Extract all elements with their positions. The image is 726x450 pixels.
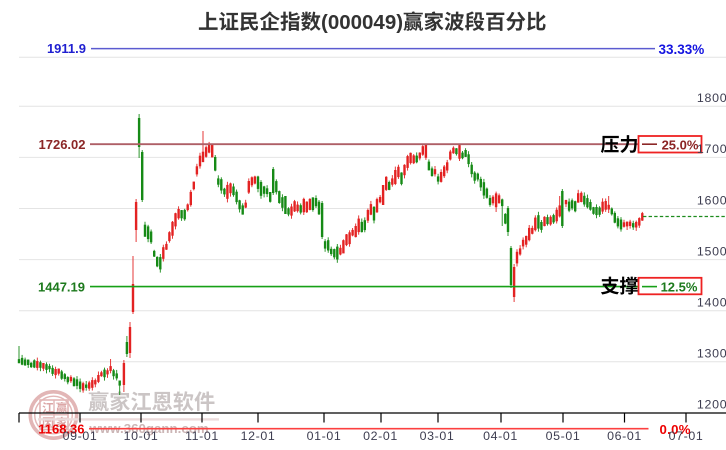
svg-text:12.5%: 12.5%	[661, 280, 698, 295]
svg-text:0.0%: 0.0%	[660, 422, 691, 437]
svg-text:01-01: 01-01	[307, 429, 342, 443]
svg-text:1800: 1800	[697, 91, 726, 105]
svg-text:09-01: 09-01	[63, 429, 98, 443]
svg-text:(000049): (000049)	[321, 11, 403, 34]
svg-text:1700: 1700	[697, 142, 726, 156]
svg-text:1911.9: 1911.9	[47, 41, 86, 56]
svg-text:1400: 1400	[697, 296, 726, 310]
svg-text:1300: 1300	[697, 347, 726, 361]
svg-text:02-01: 02-01	[363, 429, 398, 443]
svg-text:1168.36: 1168.36	[38, 422, 84, 437]
svg-text:12-01: 12-01	[241, 429, 276, 443]
svg-text:10-01: 10-01	[124, 429, 159, 443]
svg-text:25.0%: 25.0%	[662, 137, 699, 152]
svg-text:07-01: 07-01	[669, 429, 704, 443]
svg-text:05-01: 05-01	[546, 429, 581, 443]
svg-text:1600: 1600	[697, 193, 726, 207]
svg-text:1726.02: 1726.02	[39, 137, 86, 152]
svg-text:1200: 1200	[697, 398, 726, 412]
svg-text:1500: 1500	[697, 244, 726, 258]
svg-text:11-01: 11-01	[185, 429, 219, 443]
svg-text:04-01: 04-01	[483, 429, 518, 443]
svg-text:03-01: 03-01	[420, 429, 455, 443]
svg-text:33.33%: 33.33%	[659, 42, 705, 57]
svg-text:06-01: 06-01	[607, 429, 642, 443]
svg-text:1447.19: 1447.19	[38, 280, 85, 295]
